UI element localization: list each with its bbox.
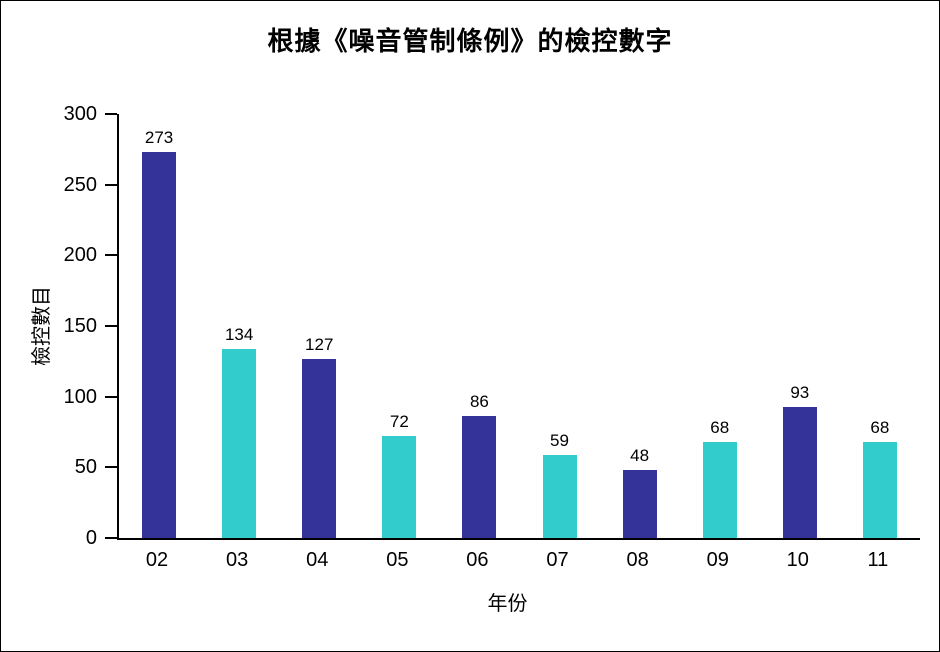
bar-04 — [302, 358, 337, 538]
bar-slot-06: 86 — [439, 114, 519, 538]
x-tick-label-07: 07 — [546, 549, 569, 571]
x-tick-label-08: 08 — [626, 549, 649, 571]
x-tick-label-05: 05 — [386, 549, 409, 571]
bar-value-label: 86 — [469, 392, 489, 412]
bar-slot-02: 273 — [119, 114, 199, 538]
bar-value-label: 72 — [389, 412, 409, 432]
bar-05 — [382, 436, 417, 538]
bar-11 — [862, 441, 897, 538]
bar-slot-11: 68 — [840, 114, 920, 538]
y-tick-mark — [105, 395, 117, 398]
chart-title: 根據《噪音管制條例》的檢控數字 — [267, 26, 673, 56]
y-tick-label: 150 — [63, 315, 97, 337]
bar-02 — [142, 152, 177, 538]
bar-08 — [622, 470, 657, 538]
x-tick-label-11: 11 — [867, 549, 889, 571]
bar-value-label: 48 — [630, 446, 650, 466]
bar-value-label: 134 — [224, 324, 254, 344]
bar-09 — [702, 441, 737, 538]
bar-06 — [462, 416, 497, 538]
bar-03 — [222, 348, 257, 538]
bar-slot-08: 48 — [600, 114, 680, 538]
y-tick-mark — [105, 183, 117, 186]
y-tick-label: 0 — [85, 527, 97, 549]
bar-value-label: 273 — [144, 128, 174, 148]
bar-10 — [782, 406, 817, 538]
bar-value-label: 68 — [710, 417, 730, 437]
bar-slot-07: 59 — [519, 114, 599, 538]
y-tick-label: 250 — [63, 173, 97, 196]
y-tick-label: 200 — [63, 244, 97, 267]
x-tick-label-02: 02 — [145, 549, 169, 571]
y-tick-mark — [105, 466, 117, 469]
bar-slot-10: 93 — [760, 114, 840, 538]
bar-series: 273 134 127 72 86 59 48 68 93 68 — [119, 114, 920, 538]
bar-slot-04: 127 — [279, 114, 359, 538]
bar-value-label: 59 — [550, 430, 569, 450]
bar-value-label: 93 — [790, 382, 810, 402]
y-tick-label: 100 — [63, 385, 97, 408]
y-tick-mark — [105, 113, 117, 115]
x-axis-title: 年份 — [487, 593, 528, 615]
bar-07 — [542, 454, 577, 538]
y-tick-mark — [105, 254, 117, 257]
bar-value-label: 68 — [870, 417, 890, 437]
x-tick-label-06: 06 — [466, 549, 489, 571]
x-tick-label-10: 10 — [786, 549, 809, 571]
x-tick-label-04: 04 — [306, 549, 329, 571]
plot-area: 273 134 127 72 86 59 48 68 93 68 — [117, 114, 920, 540]
x-axis-labels: 02 03 04 05 06 07 08 09 10 11 — [117, 549, 918, 572]
bar-slot-09: 68 — [680, 114, 760, 538]
y-tick-label: 50 — [74, 456, 97, 479]
bar-slot-05: 72 — [359, 114, 439, 538]
x-tick-label-09: 09 — [706, 549, 729, 571]
bar-value-label: 127 — [305, 334, 334, 354]
x-tick-label-03: 03 — [226, 549, 249, 571]
y-tick-mark — [105, 325, 117, 327]
bar-slot-03: 134 — [199, 114, 279, 538]
y-tick-label: 300 — [63, 103, 97, 125]
y-tick-mark — [105, 537, 117, 539]
